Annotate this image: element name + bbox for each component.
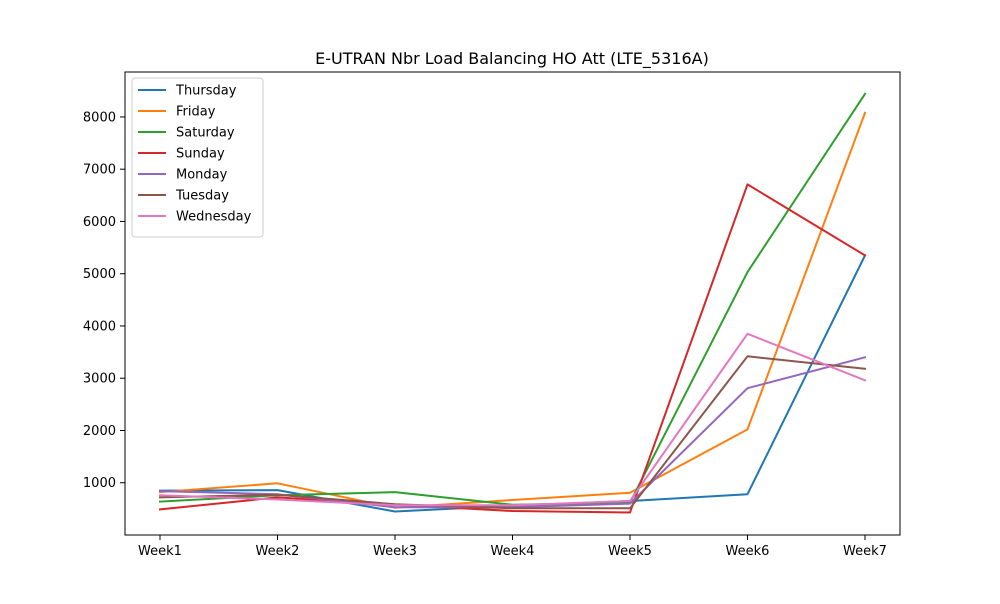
legend-box [131,77,264,238]
y-tick-label: 1000 [83,476,116,491]
legend: Thursday Friday Saturday Sunday Monday Tuesda… [131,77,264,238]
y-tick-label: 3000 [83,372,116,387]
y-tick-label: 4000 [83,319,116,334]
series-line-sunday [158,183,867,514]
y-tick-label: 8000 [83,110,116,125]
y-tick-label: 6000 [83,215,116,230]
legend-label-saturday: Saturday [176,126,235,141]
series-line-thursday [158,254,867,513]
x-tick-label: Week1 [138,544,182,559]
series-line-friday [158,111,867,509]
y-tick-label: 2000 [83,424,116,439]
chart-title: E-UTRAN Nbr Load Balancing HO Att (LTE_5… [315,49,709,69]
legend-label-monday: Monday [176,168,228,183]
x-tick-label: Week3 [373,544,417,559]
x-tick-label: Week6 [726,544,770,559]
legend-label-thursday: Thursday [175,84,237,99]
y-tick-label: 7000 [83,163,116,178]
x-tick-label: Week7 [843,544,887,559]
x-tick-label: Week5 [608,544,652,559]
legend-label-tuesday: Tuesday [175,189,229,204]
legend-label-friday: Friday [176,105,216,120]
series-line-wednesday [158,332,867,507]
legend-label-wednesday: Wednesday [176,210,252,225]
legend-label-sunday: Sunday [176,147,225,162]
x-tick-label: Week4 [491,544,535,559]
series-line-saturday [158,92,867,506]
series-layer [158,92,867,514]
axis-layer: Week1 Week2 Week3 Week4 Week5 Week6 Week7 1000 2… [83,110,887,559]
series-line-tuesday [158,355,867,510]
y-tick-label: 5000 [83,267,116,282]
x-tick-label: Week2 [256,544,300,559]
